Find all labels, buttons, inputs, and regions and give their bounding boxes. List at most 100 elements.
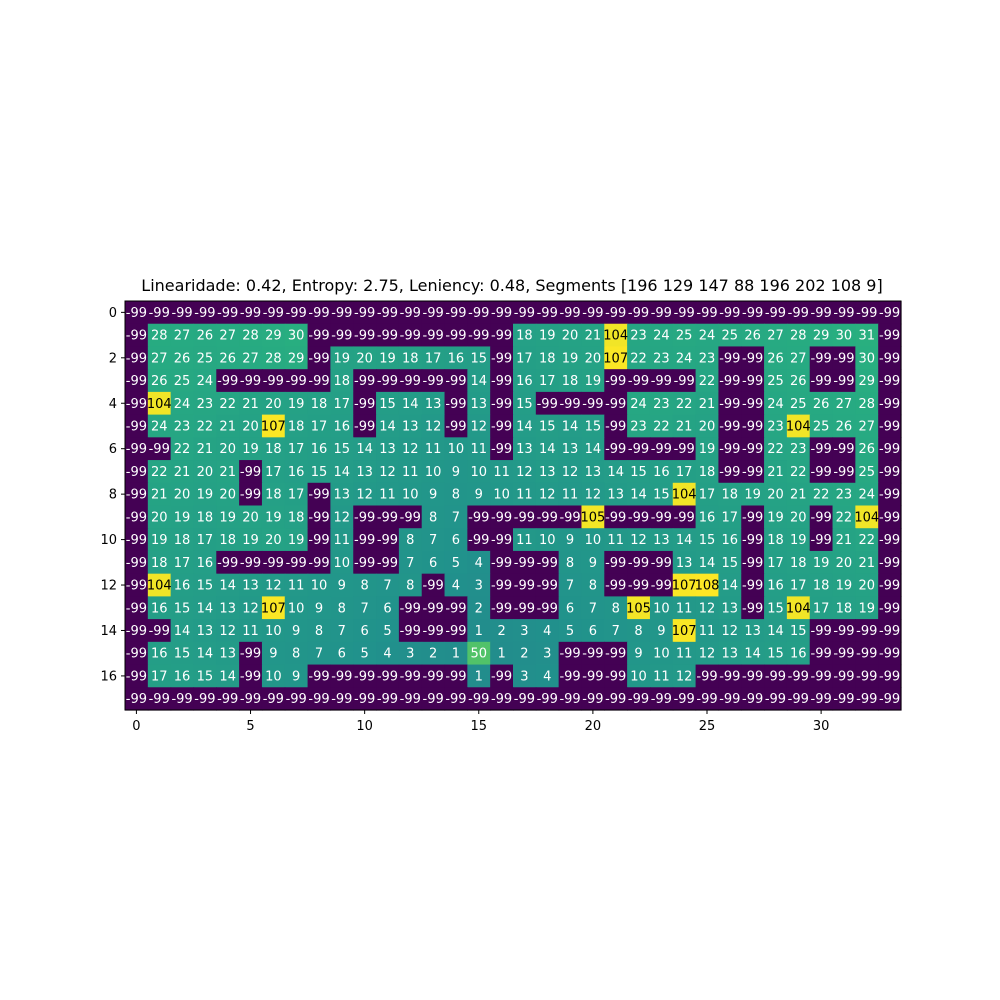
heatmap-cell-label: 15 xyxy=(197,579,214,594)
heatmap-cell-label: -99 xyxy=(286,374,307,389)
heatmap-cell xyxy=(490,369,514,393)
heatmap-cell xyxy=(649,369,674,393)
heatmap-cell-label: -99 xyxy=(856,692,877,707)
heatmap-cell-label: 23 xyxy=(197,397,214,412)
heatmap-cell xyxy=(398,482,423,507)
heatmap-cell-label: -99 xyxy=(811,442,832,457)
heatmap-cell xyxy=(125,619,149,643)
heatmap-cell xyxy=(398,391,423,416)
heatmap-cell xyxy=(718,619,742,643)
heatmap-cell xyxy=(855,460,879,484)
heatmap-cell-label: 17 xyxy=(311,419,328,434)
heatmap-cell xyxy=(444,414,468,438)
heatmap-cell-label: -99 xyxy=(126,442,147,457)
heatmap-cell-label: 27 xyxy=(767,329,784,344)
heatmap-cell xyxy=(170,596,195,620)
heatmap-cell xyxy=(764,687,788,711)
heatmap-cell xyxy=(809,482,834,507)
heatmap-cell xyxy=(330,596,354,620)
heatmap-cell-label: -99 xyxy=(491,329,512,344)
heatmap-cell xyxy=(125,641,149,666)
heatmap-cell xyxy=(353,641,377,666)
heatmap-cell xyxy=(398,323,423,348)
heatmap-cell-label: 28 xyxy=(151,329,168,344)
heatmap-cell xyxy=(307,664,332,688)
heatmap-cell xyxy=(786,437,811,461)
heatmap-cell xyxy=(649,573,674,597)
heatmap-cell xyxy=(216,323,240,348)
heatmap-cell-label: 8 xyxy=(589,579,597,594)
heatmap-cell-label: 7 xyxy=(612,624,620,639)
heatmap-cell xyxy=(125,346,149,370)
heatmap-cell-label: 20 xyxy=(151,510,168,525)
heatmap-cell xyxy=(809,460,834,484)
heatmap-cell-label: 8 xyxy=(566,556,574,571)
heatmap-cell-label: 19 xyxy=(288,397,305,412)
heatmap-cell xyxy=(855,414,879,438)
heatmap-cell-label: 10 xyxy=(653,647,670,662)
heatmap-cell xyxy=(535,528,560,552)
heatmap-cell-label: 22 xyxy=(653,419,670,434)
heatmap-cell xyxy=(649,687,674,711)
heatmap-cell-label: 107 xyxy=(603,351,628,366)
heatmap-cell-label: -99 xyxy=(605,510,626,525)
heatmap-cell xyxy=(672,346,697,370)
heatmap-cell xyxy=(398,369,423,393)
heatmap-cell-label: 21 xyxy=(836,533,853,548)
heatmap-cell-label: -99 xyxy=(240,465,261,480)
heatmap-cell xyxy=(353,301,377,325)
heatmap-cell-label: 16 xyxy=(699,510,716,525)
heatmap-cell-label: -99 xyxy=(377,533,398,548)
heatmap-cell-label: -99 xyxy=(879,624,900,639)
heatmap-cell-label: 5 xyxy=(566,624,574,639)
heatmap-cell xyxy=(125,573,149,597)
heatmap-cell xyxy=(672,323,697,348)
heatmap-cell-label: 28 xyxy=(790,329,807,344)
heatmap-cell-label: 104 xyxy=(786,419,811,434)
heatmap-cell xyxy=(718,391,742,416)
heatmap-cell-label: -99 xyxy=(217,374,238,389)
heatmap-cell xyxy=(398,346,423,370)
heatmap-cell-label: -99 xyxy=(377,374,398,389)
heatmap-cell-label: 9 xyxy=(634,647,642,662)
heatmap-cell xyxy=(125,528,149,552)
heatmap-cell-label: 19 xyxy=(288,533,305,548)
heatmap-cell-label: -99 xyxy=(788,306,809,321)
heatmap-cell xyxy=(398,437,423,461)
heatmap-cell-label: 10 xyxy=(585,533,602,548)
heatmap-cell-label: -99 xyxy=(445,692,466,707)
heatmap-cell xyxy=(444,619,468,643)
plot-frame xyxy=(124,300,902,711)
heatmap-cell xyxy=(444,641,468,666)
heatmap-cell xyxy=(284,369,309,393)
heatmap-cell-label: -99 xyxy=(171,692,192,707)
heatmap-cell xyxy=(604,482,628,507)
heatmap-cell-label: 12 xyxy=(265,579,282,594)
heatmap-cell-label: -99 xyxy=(377,669,398,684)
heatmap-cell-label: 18 xyxy=(288,510,305,525)
heatmap-cell xyxy=(467,346,491,370)
heatmap-cell-label: 18 xyxy=(265,488,282,503)
heatmap-cell-label: -99 xyxy=(308,533,329,548)
heatmap-cell xyxy=(261,369,286,393)
heatmap-cell-label: -99 xyxy=(126,488,147,503)
heatmap-cell-label: 21 xyxy=(790,488,807,503)
heatmap-cell xyxy=(718,528,742,552)
heatmap-cell-label: -99 xyxy=(400,329,421,344)
heatmap-cell-label: 10 xyxy=(311,579,328,594)
heatmap-cell xyxy=(627,437,651,461)
heatmap-cell-label: 14 xyxy=(607,465,624,480)
heatmap-cell xyxy=(809,505,834,529)
heatmap-cell-label: -99 xyxy=(286,306,307,321)
heatmap-cell-label: 12 xyxy=(722,624,739,639)
heatmap-cell xyxy=(490,528,514,552)
heatmap-cell-label: -99 xyxy=(537,397,558,412)
heatmap-cell xyxy=(421,369,446,393)
heatmap-cell-label: -99 xyxy=(605,374,626,389)
heatmap-cell-label: -99 xyxy=(788,669,809,684)
heatmap-cell-label: 1 xyxy=(475,624,483,639)
heatmap-cell xyxy=(490,505,514,529)
heatmap-cell-label: 17 xyxy=(699,488,716,503)
heatmap-cell-label: -99 xyxy=(719,397,740,412)
heatmap-cell-label: 17 xyxy=(676,465,693,480)
